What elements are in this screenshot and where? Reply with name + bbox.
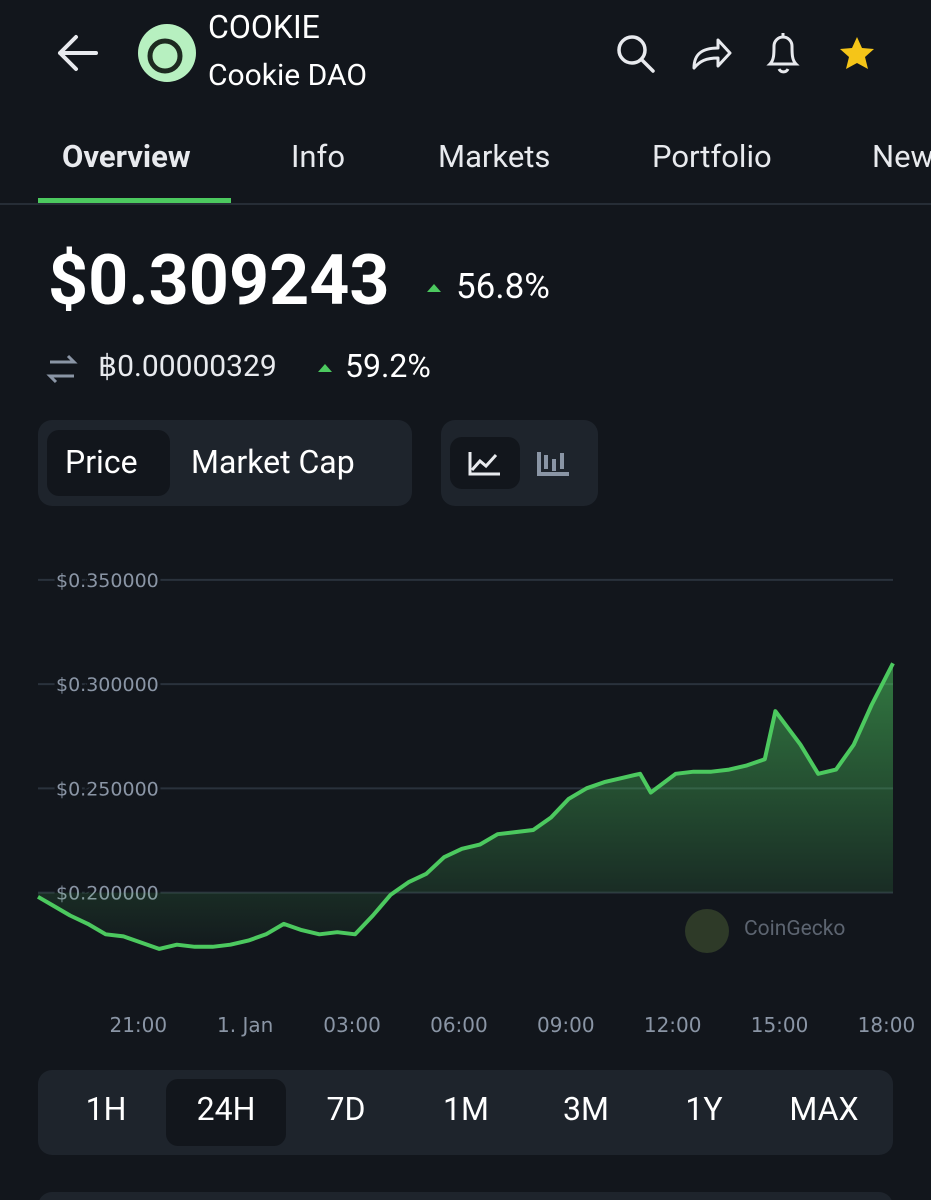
coin-ticker: COOKIE xyxy=(208,8,320,46)
y-tick-label: $0.300000 xyxy=(56,674,159,696)
up-triangle xyxy=(427,284,441,292)
range-button[interactable]: 7D xyxy=(326,1090,366,1128)
price-change: 56.8% xyxy=(456,266,550,307)
line-chart-icon[interactable] xyxy=(468,452,500,476)
x-tick-label: 18:00 xyxy=(858,1013,916,1037)
range-button[interactable]: 3M xyxy=(563,1090,609,1128)
x-tick-label: 1. Jan xyxy=(217,1013,273,1037)
x-tick-label: 06:00 xyxy=(430,1013,488,1037)
tab[interactable]: Overview xyxy=(62,138,191,175)
tab-indicator xyxy=(38,198,231,203)
price-area xyxy=(38,663,893,949)
btc-change: 59.2% xyxy=(345,347,431,385)
tab[interactable]: New xyxy=(872,138,931,175)
y-tick-label: $0.250000 xyxy=(56,778,159,800)
next-card xyxy=(39,1192,892,1200)
search-icon[interactable] xyxy=(617,35,647,65)
search-handle xyxy=(640,58,655,73)
x-tick-label: 09:00 xyxy=(537,1013,595,1037)
range-button[interactable]: 1H xyxy=(85,1090,127,1128)
y-tick-label: $0.350000 xyxy=(56,570,159,592)
tab[interactable]: Markets xyxy=(438,138,551,175)
price-chart: $0.350000$0.300000$0.250000$0.20000021:0… xyxy=(36,567,916,1037)
coin-name: Cookie DAO xyxy=(208,58,368,93)
star-icon[interactable] xyxy=(840,37,874,69)
watermark: CoinGecko xyxy=(744,917,846,941)
toggle-selected xyxy=(47,430,170,496)
price-usd: $0.309243 xyxy=(48,240,390,322)
swap-icon xyxy=(46,354,78,384)
back-icon[interactable] xyxy=(58,35,98,71)
x-tick-label: 03:00 xyxy=(323,1013,381,1037)
price-btc: ฿0.00000329 xyxy=(98,349,277,384)
logo-mark xyxy=(147,38,183,74)
x-tick-label: 21:00 xyxy=(109,1013,167,1037)
x-tick-label: 12:00 xyxy=(644,1013,702,1037)
x-tick-label: 15:00 xyxy=(751,1013,809,1037)
bell-icon[interactable] xyxy=(766,33,800,74)
chart-type-selected xyxy=(450,437,520,489)
up-triangle xyxy=(318,364,332,372)
tab[interactable]: Info xyxy=(291,138,346,175)
tab[interactable]: Portfolio xyxy=(652,138,772,175)
range-button[interactable]: 1M xyxy=(443,1090,489,1128)
toggle[interactable]: Price xyxy=(65,443,138,481)
range-button[interactable]: 24H xyxy=(196,1090,256,1128)
range-selected xyxy=(166,1079,286,1146)
share-icon[interactable] xyxy=(692,38,732,70)
toggle[interactable]: Market Cap xyxy=(191,443,355,481)
range-button[interactable]: 1Y xyxy=(685,1090,723,1128)
watermark-logo xyxy=(685,909,729,953)
candle-chart-icon[interactable] xyxy=(537,452,569,476)
divider xyxy=(0,203,931,205)
range-button[interactable]: MAX xyxy=(789,1090,859,1128)
price-line xyxy=(36,662,895,951)
